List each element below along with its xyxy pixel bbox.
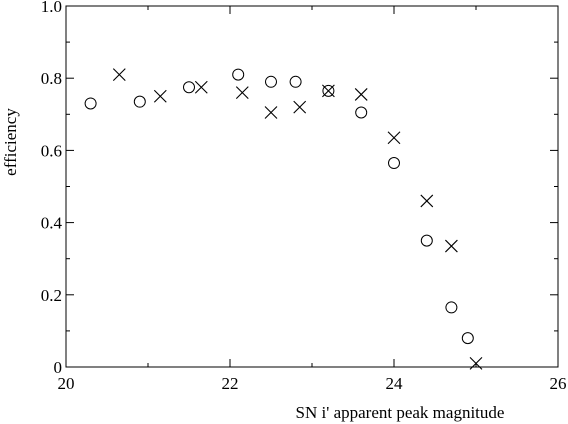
cross-marker [112,68,126,81]
cross-marker [153,89,167,103]
circle-marker [420,234,433,247]
y-tick-label: 0 [54,358,63,377]
cross-marker [469,357,483,370]
circle-marker [133,95,146,108]
circle-marker [461,332,474,345]
data-markers [84,68,483,370]
circle-marker [232,68,245,81]
cross-marker [354,88,368,101]
y-axis-label: efficiency [1,108,20,176]
cross-marker [445,239,458,253]
plot-frame [65,5,559,368]
circle-marker [84,97,97,110]
y-tick-label: 0.4 [41,214,63,233]
cross-marker [420,194,434,208]
y-tick-label: 0.6 [41,141,62,160]
x-tick-label: 26 [550,374,567,393]
circle-marker [289,75,302,88]
y-tick-label: 0.2 [41,286,62,305]
cross-marker [235,86,249,100]
circle-marker [355,106,368,119]
axis-ticks [65,5,559,368]
circle-marker [322,84,335,97]
cross-marker [264,106,278,119]
x-axis-label: SN i' apparent peak magnitude [296,403,505,422]
cross-marker [322,84,335,98]
axis-tick-labels: 20 22 24 26 0 0.2 0.4 0.6 0.8 1.0 [41,0,567,393]
x-tick-label: 20 [58,374,75,393]
circle-marker [265,75,277,88]
circle-marker [183,81,195,94]
circle-marker [445,301,458,314]
x-tick-label: 22 [222,374,239,393]
cross-marker [387,131,401,145]
cross-marker [194,80,208,94]
cross-marker [293,100,307,114]
y-tick-label: 0.8 [41,69,62,88]
y-tick-label: 1.0 [41,0,62,16]
circle-marker [388,157,400,170]
x-tick-label: 24 [386,374,404,393]
